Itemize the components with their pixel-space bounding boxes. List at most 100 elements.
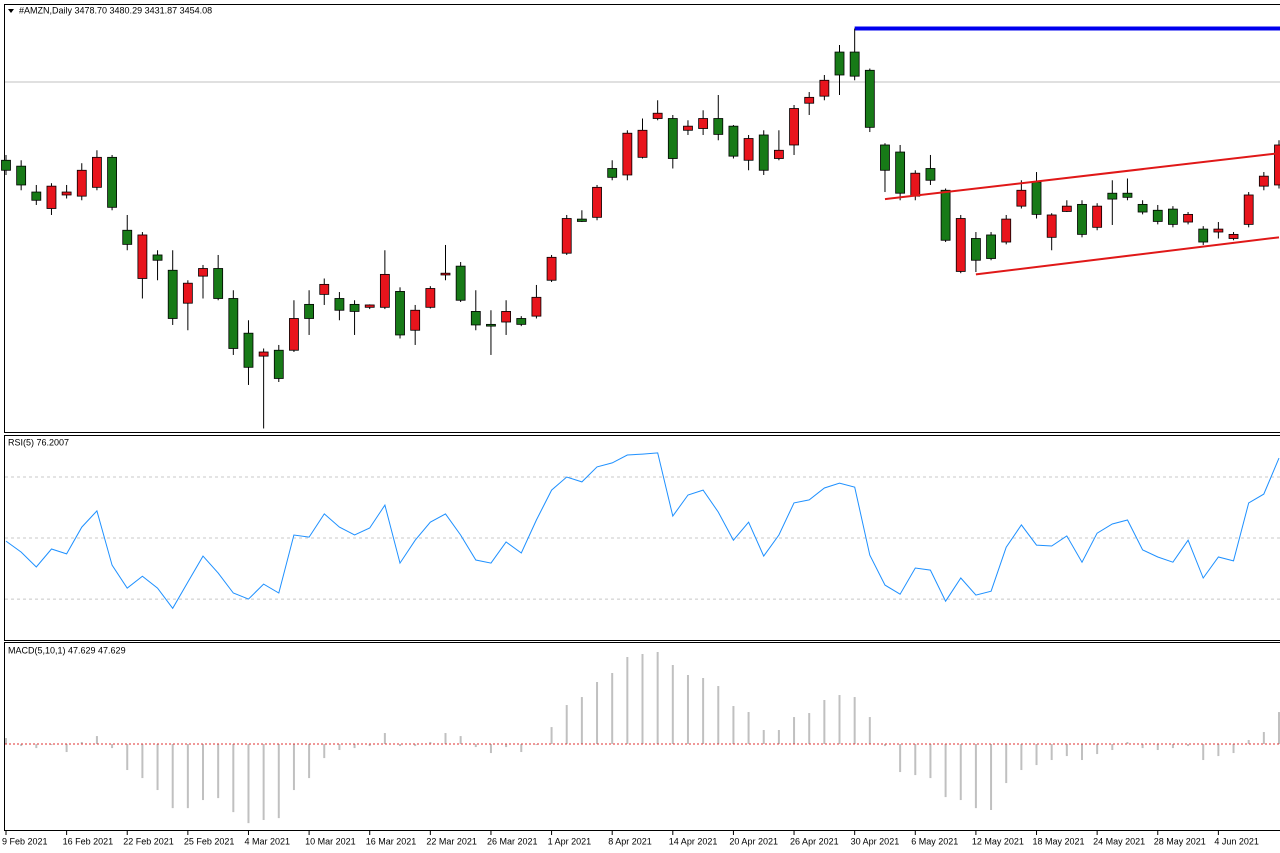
macd-panel (4, 642, 1280, 831)
candle-body (728, 125, 739, 157)
trend-line (884, 152, 1280, 201)
rsi-line (5, 452, 1280, 610)
candle-body (152, 254, 163, 261)
candle-body (1001, 218, 1012, 243)
candle-body (789, 108, 799, 146)
candle-body (910, 172, 921, 197)
x-tick-label: 4 Jun 2021 (1214, 836, 1259, 846)
candle-body (834, 51, 845, 76)
candle-body (849, 51, 860, 77)
candle-body (713, 118, 724, 135)
candle-body (107, 156, 117, 208)
candle-body (182, 282, 193, 304)
x-tick-label: 20 Apr 2021 (729, 836, 778, 846)
candle-body (46, 185, 57, 209)
candle-body (1031, 181, 1042, 215)
candle-body (289, 318, 299, 351)
candle-body (1107, 192, 1118, 200)
candle-body (304, 303, 314, 319)
macd-title: MACD(5,10,1) 47.629 47.629 (8, 645, 126, 655)
candle-body (440, 272, 451, 276)
menu-arrow (8, 9, 14, 13)
main-panel (4, 4, 1280, 433)
x-tick-label: 16 Feb 2021 (63, 836, 114, 846)
candle-body (1061, 205, 1072, 212)
candle-body (425, 288, 436, 308)
candle-body (228, 298, 239, 349)
candle-body (122, 229, 133, 245)
candle-body (1168, 208, 1178, 225)
candle-body (667, 118, 678, 159)
rsi-title: RSI(5) 76.2007 (8, 437, 69, 447)
candle-body (955, 218, 966, 272)
candle-body (804, 96, 815, 104)
x-tick-label: 6 May 2021 (911, 836, 958, 846)
candle-body (31, 191, 42, 201)
candle-body (698, 118, 709, 129)
candle-body (213, 268, 224, 299)
candle-body (516, 318, 527, 325)
x-tick-label: 12 May 2021 (972, 836, 1024, 846)
candle-body (1183, 213, 1193, 223)
x-tick-label: 1 Apr 2021 (548, 836, 592, 846)
candle-body (1046, 214, 1057, 238)
candle-body (1137, 203, 1148, 213)
x-tick-label: 14 Apr 2021 (669, 836, 718, 846)
candle-body (1077, 203, 1087, 235)
candle-body (1198, 228, 1209, 243)
candle-body (880, 144, 890, 171)
rsi-panel (4, 435, 1280, 641)
candle-body (273, 349, 284, 379)
candle-body (971, 238, 981, 261)
candle-body (258, 351, 269, 357)
candle-body (319, 283, 330, 295)
x-tick-label: 28 May 2021 (1154, 836, 1206, 846)
candle-body (592, 186, 602, 218)
x-tick-label: 4 Mar 2021 (244, 836, 290, 846)
chart-header: #AMZN,Daily 3478.70 3480.29 3431.87 3454… (19, 5, 212, 15)
candle-body (546, 256, 557, 281)
candle-body (576, 218, 587, 222)
candle-body (76, 169, 87, 197)
x-tick-label: 9 Feb 2021 (2, 836, 48, 846)
x-tick-label: 22 Mar 2021 (426, 836, 477, 846)
candle-body (531, 296, 542, 317)
candle-body (743, 138, 754, 161)
candle-body (758, 134, 769, 171)
x-tick-label: 22 Feb 2021 (123, 836, 174, 846)
candle-body (1228, 233, 1239, 239)
candle-body (940, 189, 951, 241)
candle-body (819, 79, 830, 97)
candle-body (561, 218, 572, 254)
candle-body (455, 265, 466, 301)
x-tick-label: 16 Mar 2021 (366, 836, 417, 846)
x-tick-label: 24 May 2021 (1093, 836, 1145, 846)
candle-body (334, 298, 345, 311)
candle-body (410, 309, 421, 331)
candle-body (1258, 175, 1269, 187)
candle-body (61, 191, 72, 196)
candle-body (652, 112, 663, 119)
candle-body (486, 323, 496, 327)
x-tick-label: 26 Mar 2021 (487, 836, 538, 846)
candle-body (1, 159, 11, 171)
candle-body (470, 311, 481, 326)
x-tick-label: 30 Apr 2021 (851, 836, 900, 846)
x-tick-label: 26 Apr 2021 (790, 836, 839, 846)
candle-body (683, 125, 693, 131)
candle-body (1092, 205, 1103, 228)
candle-body (501, 311, 512, 323)
candle-body (773, 149, 784, 159)
candle-body (16, 165, 27, 186)
candle-body (1152, 209, 1163, 222)
candle-body (637, 129, 648, 158)
candle-body (864, 69, 875, 128)
x-tick-label: 18 May 2021 (1033, 836, 1085, 846)
candle-body (1274, 144, 1280, 186)
candle-body (349, 303, 360, 312)
candle-body (1213, 228, 1224, 233)
plot-layer: 9 Feb 2021 16 Feb 2021 22 Feb 2021 25 Feb 2… (1, 26, 1280, 846)
candle-body (1016, 189, 1027, 207)
